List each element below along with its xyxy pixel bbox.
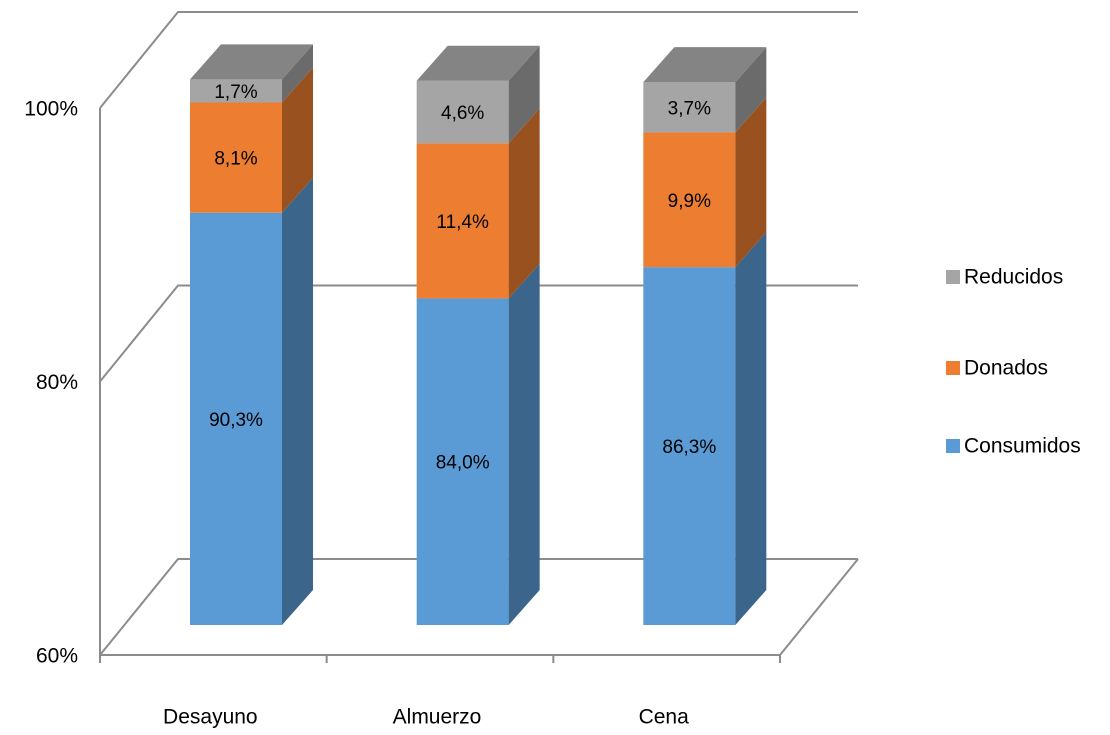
bar-segment <box>643 267 736 625</box>
y-tick-label: 100% <box>24 98 78 121</box>
y-tick-label: 80% <box>36 371 78 394</box>
data-label: 86,3% <box>662 437 716 458</box>
legend-swatch <box>946 361 960 375</box>
bar-top <box>643 47 767 83</box>
bar-segment <box>190 102 282 213</box>
bar-side <box>282 177 313 625</box>
bar-top <box>416 45 540 81</box>
data-label: 4,6% <box>441 103 484 124</box>
bar-segment <box>416 298 509 625</box>
bar-side <box>282 44 313 103</box>
bar-side <box>735 232 767 626</box>
bar-segment <box>416 80 509 144</box>
bar-side <box>282 67 313 213</box>
data-label: 8,1% <box>214 149 257 170</box>
grid-line <box>99 11 858 109</box>
bar-segment <box>190 212 282 625</box>
data-label: 90,3% <box>209 410 263 431</box>
legend-swatch <box>946 270 960 284</box>
legend-label: Reducidos <box>964 266 1063 289</box>
grid-line <box>99 558 858 656</box>
bar-top <box>190 44 313 80</box>
bar-segment <box>190 79 282 103</box>
bar-side <box>735 97 767 268</box>
data-label: 1,7% <box>214 82 257 103</box>
data-label: 11,4% <box>436 212 489 233</box>
bar-side <box>508 45 540 144</box>
y-tick-label: 60% <box>36 645 78 668</box>
grid-line <box>99 284 858 383</box>
floor-edge <box>779 558 859 656</box>
bar-side <box>508 108 540 299</box>
bar-segment <box>416 143 509 299</box>
data-label: 9,9% <box>668 191 711 212</box>
x-tick-label: Desayuno <box>163 706 258 729</box>
bar-segment <box>643 132 736 268</box>
x-tick-label: Cena <box>639 706 690 729</box>
bar-side <box>508 263 540 625</box>
legend-label: Donados <box>964 357 1048 380</box>
data-label: 3,7% <box>668 98 711 119</box>
bar-segment <box>643 82 736 133</box>
data-label: 84,0% <box>436 453 490 474</box>
bar-side <box>735 47 767 133</box>
legend-swatch <box>946 439 960 453</box>
x-tick-label: Almuerzo <box>393 706 482 729</box>
legend-label: Consumidos <box>964 435 1081 458</box>
